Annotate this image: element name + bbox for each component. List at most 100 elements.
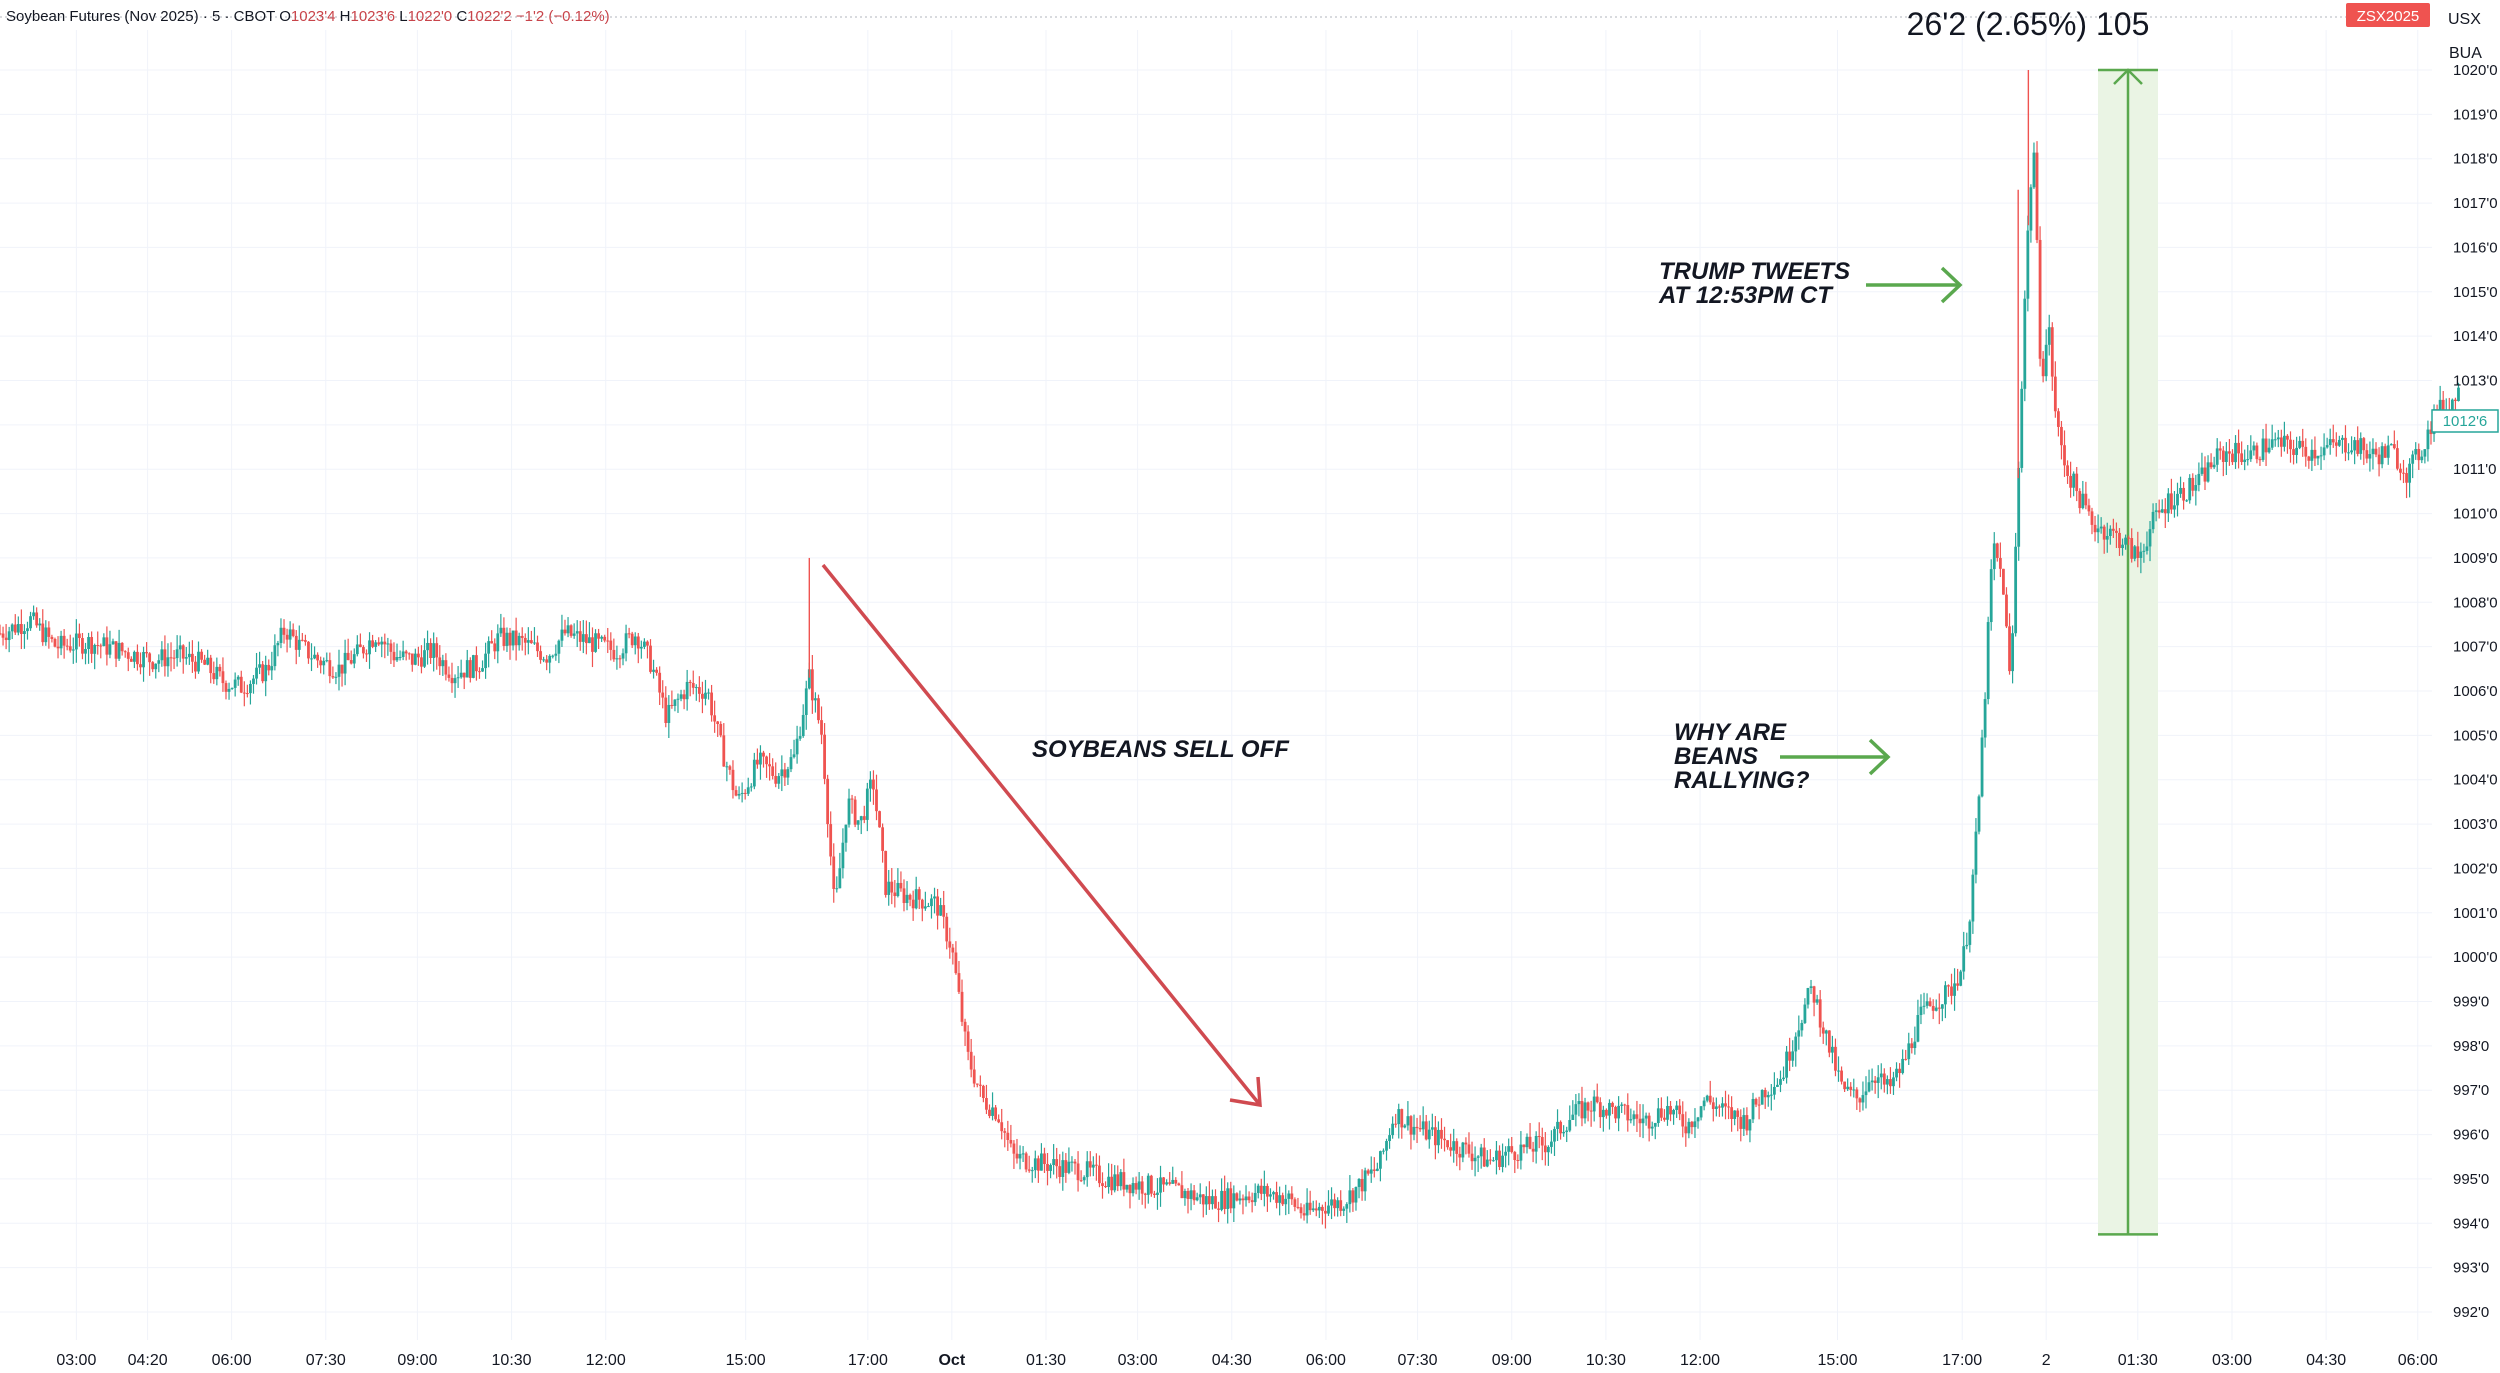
- candle-body: [62, 635, 66, 646]
- candle-body: [117, 642, 121, 659]
- candle-body: [1714, 1106, 1718, 1109]
- candle-body: [792, 754, 796, 758]
- time-axis[interactable]: 03:00 04:20 06:00 07:30 09:00 10:30 12:00 15:00…: [56, 1352, 2438, 1369]
- candle-body: [2441, 399, 2445, 416]
- candle-body: [1989, 569, 1993, 623]
- candle-body: [1696, 1117, 1700, 1122]
- candle-body: [1641, 1118, 1645, 1124]
- candle-body: [2267, 447, 2271, 453]
- candle-body: [1049, 1164, 1052, 1171]
- candle-body: [1024, 1153, 1028, 1170]
- header-separator: ·: [224, 8, 230, 25]
- candle-body: [701, 693, 704, 699]
- candle-body: [1977, 796, 1981, 832]
- candle-body: [1510, 1146, 1514, 1153]
- candle-body: [1430, 1127, 1434, 1130]
- candle-body: [1983, 699, 1987, 738]
- symbol-title[interactable]: Soybean Futures (Nov 2025): [6, 8, 199, 25]
- candle-body: [707, 692, 710, 694]
- candle-body: [890, 881, 894, 893]
- candle-body: [2072, 473, 2076, 488]
- candle-body: [759, 752, 762, 765]
- candle-body: [1815, 999, 1819, 1003]
- candle-body: [1409, 1116, 1413, 1135]
- candle-body: [1785, 1051, 1788, 1078]
- candle-body: [600, 636, 604, 639]
- candle-body: [349, 660, 353, 664]
- currency-label[interactable]: USX: [2448, 11, 2481, 28]
- candle-body: [300, 639, 304, 641]
- unit-label[interactable]: BUA: [2449, 45, 2482, 62]
- candle-body: [2056, 411, 2060, 427]
- symbol-tag[interactable]: ZSX2025: [2346, 3, 2430, 27]
- candle-body: [1614, 1106, 1617, 1119]
- price-range-measure[interactable]: 26'2 (2.65%) 105: [1907, 6, 2158, 1236]
- price-tick-label: 997'0: [2453, 1082, 2489, 1099]
- candle-body: [423, 650, 426, 667]
- candle-body: [930, 898, 933, 907]
- candle-body: [1827, 1030, 1831, 1053]
- candle-body: [2457, 387, 2460, 402]
- candle-body: [1739, 1116, 1743, 1129]
- candle-body: [2386, 445, 2390, 458]
- candle-body: [801, 714, 805, 737]
- candle-body: [1094, 1164, 1098, 1166]
- candle-body: [2319, 455, 2323, 457]
- candle-body: [1537, 1135, 1541, 1138]
- candle-body: [1397, 1109, 1401, 1125]
- candle-body: [1333, 1199, 1336, 1209]
- candle-body: [395, 657, 399, 661]
- candle-body: [1073, 1161, 1077, 1164]
- candle-body: [1247, 1196, 1251, 1201]
- candle-body: [1134, 1183, 1138, 1190]
- interval-label[interactable]: 5: [211, 8, 221, 25]
- candle-body: [172, 657, 176, 659]
- candle-body: [1580, 1101, 1584, 1119]
- candle-body: [297, 639, 301, 650]
- candle-body: [2359, 438, 2363, 454]
- candle-body: [1928, 1001, 1932, 1007]
- candle-body: [334, 676, 338, 678]
- candle-body: [798, 736, 802, 739]
- candle-body: [499, 627, 503, 634]
- candle-body: [963, 1021, 967, 1032]
- symbol-tag-text: ZSX2025: [2357, 8, 2420, 25]
- price-tick-label: 1017'0: [2453, 195, 2498, 212]
- candle-body: [1492, 1160, 1495, 1162]
- candle-body: [1272, 1192, 1275, 1195]
- candle-body: [2417, 448, 2421, 461]
- candle-body: [1308, 1202, 1312, 1211]
- candle-body: [1482, 1147, 1486, 1167]
- candle-body: [1763, 1090, 1767, 1098]
- candle-body: [1678, 1105, 1682, 1115]
- candle-body: [2405, 473, 2408, 483]
- candle-body: [2176, 493, 2179, 506]
- candle-body: [368, 640, 371, 655]
- candle-body: [2258, 459, 2262, 461]
- candle-body: [358, 644, 362, 648]
- candle-body: [783, 769, 787, 778]
- candle-body: [175, 649, 179, 659]
- candle-body: [1107, 1176, 1111, 1188]
- candle-body: [444, 660, 448, 675]
- candle-body: [948, 941, 952, 948]
- candle-body: [1351, 1190, 1355, 1203]
- candle-body: [0, 633, 2, 635]
- candle-body: [1690, 1121, 1694, 1128]
- candle-body: [1943, 985, 1947, 1005]
- candle-body: [1339, 1200, 1343, 1211]
- candle-body: [99, 645, 103, 647]
- candle-body: [310, 658, 313, 660]
- candle-body: [2017, 467, 2021, 547]
- candle-body: [2105, 536, 2109, 540]
- candle-body: [1754, 1098, 1758, 1105]
- candle-body: [35, 612, 39, 626]
- candle-body: [981, 1085, 985, 1099]
- candle-body: [1589, 1110, 1593, 1112]
- candle-body: [1721, 1103, 1724, 1108]
- candle-body: [1214, 1196, 1217, 1209]
- candle-body: [245, 693, 249, 695]
- candle-body: [2087, 505, 2091, 512]
- price-tick-label: 995'0: [2453, 1171, 2489, 1188]
